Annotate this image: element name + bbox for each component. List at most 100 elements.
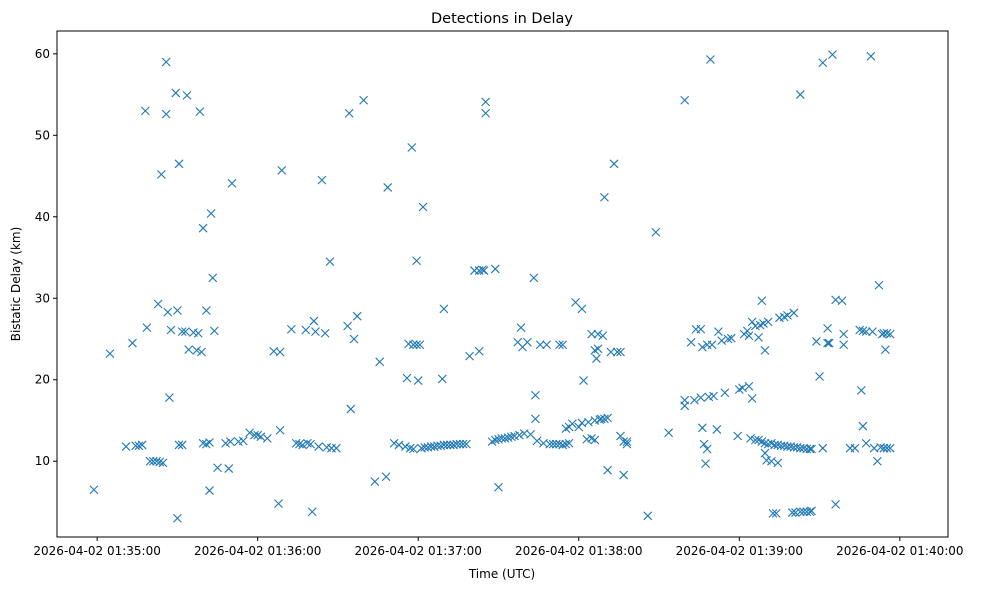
data-point xyxy=(697,423,707,433)
data-point xyxy=(712,425,722,434)
data-point xyxy=(415,340,425,350)
data-point xyxy=(142,323,152,332)
x-tick-label: 2026-04-02 01:37:00 xyxy=(354,544,481,558)
data-point xyxy=(184,345,194,354)
data-point xyxy=(577,304,587,314)
data-point xyxy=(747,394,757,403)
x-tick-label: 2026-04-02 01:39:00 xyxy=(676,544,803,558)
y-axis: 10 20 30 40 50 60 xyxy=(35,47,57,468)
data-point xyxy=(696,324,706,334)
data-point xyxy=(600,192,609,202)
data-point xyxy=(603,465,613,475)
data-point xyxy=(717,336,727,346)
x-axis-label: Time (UTC) xyxy=(468,567,535,581)
data-point xyxy=(412,340,421,350)
data-point xyxy=(197,347,206,357)
data-point xyxy=(325,257,335,266)
data-point xyxy=(696,393,706,403)
data-point xyxy=(856,385,866,395)
data-point xyxy=(760,438,770,448)
data-point xyxy=(545,439,555,449)
data-point xyxy=(274,499,283,508)
data-point xyxy=(121,442,131,451)
data-point xyxy=(89,485,99,495)
data-point xyxy=(140,106,150,116)
data-point xyxy=(352,311,362,321)
data-point xyxy=(879,443,889,453)
data-point xyxy=(760,346,770,355)
data-point xyxy=(256,432,266,442)
data-point xyxy=(872,456,882,466)
data-point xyxy=(224,464,234,473)
data-point xyxy=(590,435,600,445)
data-point xyxy=(161,109,171,119)
data-point xyxy=(701,459,710,469)
data-point xyxy=(277,165,287,175)
y-axis-label: Bistatic Delay (km) xyxy=(9,227,23,342)
data-point xyxy=(407,143,417,152)
data-point xyxy=(346,404,356,414)
data-point xyxy=(609,159,619,169)
data-point xyxy=(680,95,690,105)
data-point xyxy=(531,414,540,424)
data-point xyxy=(161,57,171,67)
data-point xyxy=(882,328,892,338)
data-point xyxy=(861,327,871,337)
data-point xyxy=(412,256,421,266)
data-point xyxy=(105,349,115,359)
data-point xyxy=(680,401,690,411)
data-point xyxy=(746,434,755,443)
data-point xyxy=(535,340,545,350)
data-point xyxy=(166,325,176,335)
data-point xyxy=(744,331,754,341)
data-point xyxy=(295,439,304,449)
data-point xyxy=(651,227,661,237)
data-point xyxy=(805,507,815,517)
data-point xyxy=(839,340,849,350)
data-point xyxy=(795,507,805,517)
data-point xyxy=(742,326,752,336)
data-point xyxy=(861,438,871,448)
data-point xyxy=(714,327,723,337)
data-point xyxy=(686,337,696,347)
data-point xyxy=(206,209,216,218)
data-point xyxy=(201,306,211,315)
chart-title: Detections in Delay xyxy=(431,11,573,27)
data-point xyxy=(177,327,187,337)
data-point xyxy=(723,334,733,344)
data-point xyxy=(402,373,412,383)
data-point xyxy=(754,332,763,342)
data-point xyxy=(262,434,272,443)
data-point xyxy=(474,346,484,356)
data-point xyxy=(558,340,568,350)
data-point xyxy=(145,456,155,466)
data-point xyxy=(706,55,715,64)
data-point xyxy=(619,470,629,480)
data-point xyxy=(760,448,770,458)
data-point xyxy=(600,414,609,424)
data-point xyxy=(767,456,776,466)
data-point xyxy=(205,438,214,447)
data-point xyxy=(881,345,890,354)
data-point xyxy=(558,440,568,450)
data-point xyxy=(795,90,805,99)
y-tick-label: 10 xyxy=(35,454,50,468)
data-point xyxy=(789,308,799,318)
data-point xyxy=(400,442,410,451)
data-point xyxy=(868,327,877,337)
data-point xyxy=(153,299,163,309)
x-axis: 2026-04-02 01:35:00 2026-04-02 01:36:00 20… xyxy=(33,537,964,558)
data-point xyxy=(171,88,181,98)
data-point xyxy=(158,458,168,468)
data-point xyxy=(238,436,248,446)
data-point xyxy=(707,340,717,350)
data-point xyxy=(409,340,418,350)
data-point xyxy=(309,316,319,326)
data-point xyxy=(823,324,832,333)
data-point xyxy=(612,347,622,357)
x-tick-label: 2026-04-02 01:36:00 xyxy=(194,544,321,558)
data-point xyxy=(726,333,736,343)
data-point xyxy=(245,428,255,438)
data-point xyxy=(603,413,613,423)
